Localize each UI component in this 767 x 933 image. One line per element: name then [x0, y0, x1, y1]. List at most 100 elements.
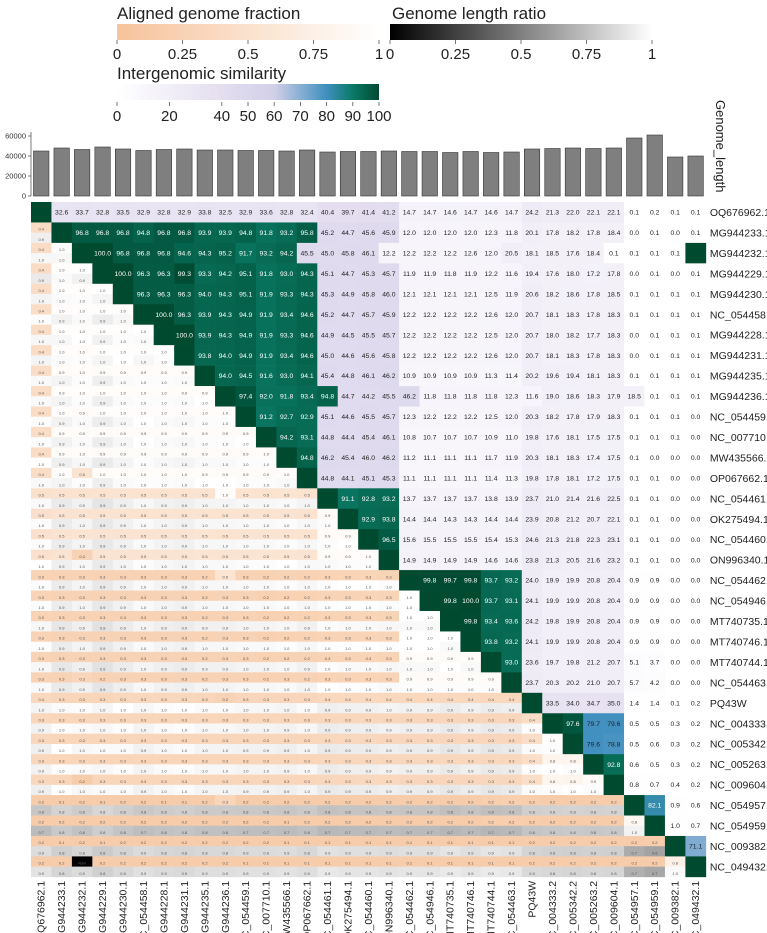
similarity-value: 91.8: [280, 394, 293, 401]
similarity-value: 0.0: [691, 578, 701, 585]
row-label: NC_007710.1: [710, 432, 767, 444]
similarity-cell: [337, 365, 359, 387]
length-ratio-value: 0.9: [79, 278, 85, 283]
similarity-cell: [419, 467, 441, 489]
similarity-cell: [562, 365, 584, 387]
length-ratio-value: 0.9: [263, 789, 269, 794]
similarity-cell: [133, 283, 154, 305]
aligned-fraction-value: 0.2: [243, 840, 249, 845]
length-ratio-value: 0.9: [366, 789, 372, 794]
similarity-cell: [562, 529, 584, 550]
aligned-fraction-value: 0.3: [509, 717, 515, 722]
length-ratio-value: 1.0: [222, 441, 228, 446]
length-ratio-value: 1.0: [325, 605, 331, 610]
genome-length-bar: [523, 148, 541, 197]
aligned-fraction-value: 0.3: [141, 636, 147, 641]
aligned-fraction-cell: [276, 488, 298, 499]
length-ratio-cell: [419, 866, 441, 878]
length-ratio-value: 1.0: [202, 728, 208, 733]
length-ratio-value: 0.9: [100, 544, 106, 549]
aligned-fraction-value: 0.2: [345, 820, 351, 825]
similarity-value: 11.9: [403, 271, 416, 278]
aligned-fraction-value: 0.5: [304, 533, 310, 538]
aligned-fraction-value: 0.3: [182, 595, 188, 600]
similarity-value: 99.3: [178, 271, 191, 278]
similarity-value: 0.1: [630, 496, 640, 503]
length-ratio-cell: [255, 703, 277, 714]
aligned-fraction-cell: [31, 549, 52, 561]
length-ratio-cell: [255, 621, 277, 632]
aligned-fraction-cell: [501, 835, 523, 847]
aligned-fraction-cell: [215, 672, 236, 683]
aligned-fraction-value: 1.0: [59, 349, 65, 354]
genome-length-bar: [462, 151, 479, 197]
length-ratio-cell: [235, 518, 257, 530]
aligned-fraction-cell: [51, 651, 73, 663]
length-ratio-cell: [133, 539, 154, 550]
aligned-fraction-value: 0.3: [325, 574, 331, 579]
similarity-cell: [419, 590, 441, 612]
aligned-fraction-value: 0.2: [263, 574, 269, 579]
length-ratio-cell: [71, 498, 93, 510]
similarity-value: 0.0: [691, 435, 701, 442]
length-ratio-value: 1.0: [325, 523, 331, 528]
aligned-fraction-cell: [51, 324, 73, 336]
similarity-value: 78.8: [607, 741, 620, 748]
length-ratio-value: 0.8: [550, 871, 556, 876]
aligned-fraction-cell: [92, 447, 114, 458]
similarity-cell: [460, 508, 482, 530]
similarity-value: 21.6: [587, 496, 600, 503]
length-ratio-cell: [460, 703, 482, 714]
aligned-fraction-value: 0.5: [38, 513, 44, 518]
aligned-fraction-value: 0.3: [284, 677, 290, 682]
similarity-value: 13.7: [403, 496, 416, 503]
similarity-value: 0.0: [691, 537, 701, 544]
aligned-fraction-cell: [31, 651, 52, 663]
similarity-cell: [624, 672, 645, 694]
length-ratio-value: 0.9: [407, 748, 413, 753]
length-ratio-cell: [112, 437, 134, 448]
similarity-cell: [644, 713, 666, 734]
length-ratio-value: 1.0: [304, 707, 310, 712]
similarity-cell: [296, 283, 318, 305]
aligned-fraction-value: 0.5: [141, 513, 147, 518]
similarity-cell: [317, 242, 339, 264]
length-ratio-value: 1.0: [120, 769, 126, 774]
genome-length-bar: [74, 149, 91, 197]
length-ratio-value: 1.0: [386, 646, 392, 651]
aligned-fraction-cell: [194, 570, 216, 581]
length-ratio-cell: [133, 478, 154, 489]
length-ratio-cell: [542, 743, 563, 755]
similarity-cell: [685, 815, 707, 837]
length-ratio-value: 0.8: [529, 810, 535, 815]
similarity-value: 21.3: [546, 537, 559, 544]
aligned-fraction-cell: [71, 263, 93, 274]
aligned-fraction-cell: [112, 611, 134, 622]
aligned-fraction-value: 1.0: [120, 472, 126, 477]
similarity-value: 94.3: [219, 312, 232, 319]
similarity-value: 93.6: [505, 619, 518, 626]
aligned-fraction-value: 1.0: [120, 349, 126, 354]
similarity-cell: [460, 222, 482, 244]
length-ratio-value: 0.9: [304, 625, 310, 630]
aligned-fraction-value: 0.5: [304, 554, 310, 559]
similarity-value: 0.3: [670, 741, 680, 748]
length-ratio-cell: [71, 437, 93, 448]
aligned-fraction-cell: [562, 835, 584, 847]
aligned-fraction-value: 0.1: [386, 861, 392, 866]
similarity-value: 0.0: [691, 516, 701, 523]
aligned-fraction-cell: [337, 549, 359, 561]
aligned-fraction-value: 0.3: [243, 636, 249, 641]
length-ratio-value: 1.0: [243, 544, 249, 549]
length-ratio-value: 0.9: [488, 850, 494, 855]
length-ratio-cell: [133, 498, 154, 510]
similarity-value: 0.5: [630, 721, 640, 728]
aligned-fraction-value: 0.2: [447, 799, 453, 804]
aligned-fraction-cell: [317, 733, 339, 745]
similarity-cell: [296, 242, 318, 264]
aligned-fraction-cell: [174, 774, 195, 786]
aligned-fraction-cell: [358, 774, 379, 786]
aligned-fraction-value: 0.1: [284, 840, 290, 845]
aligned-fraction-cell: [276, 856, 298, 867]
legend-similarity-tick-label: 50: [240, 108, 257, 125]
